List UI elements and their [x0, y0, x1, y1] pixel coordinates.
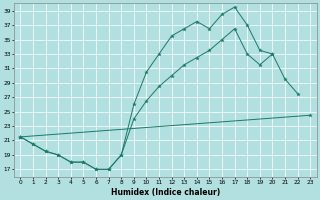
- X-axis label: Humidex (Indice chaleur): Humidex (Indice chaleur): [111, 188, 220, 197]
